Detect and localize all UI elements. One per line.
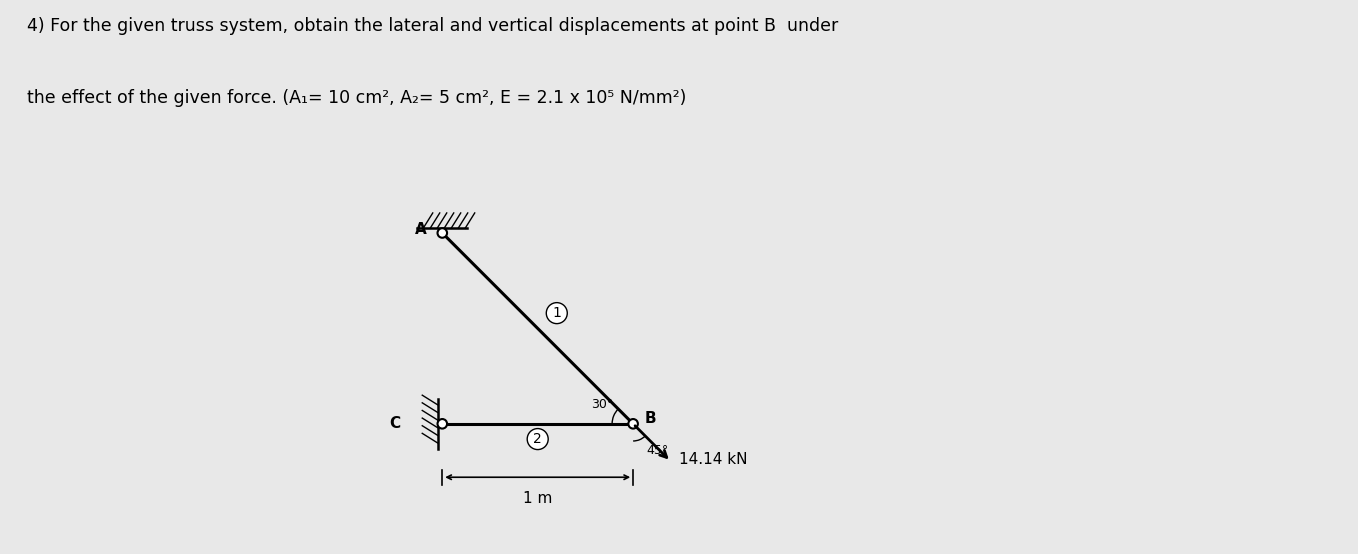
Circle shape	[437, 419, 447, 429]
Text: C: C	[390, 416, 401, 432]
Text: 4) For the given truss system, obtain the lateral and vertical displacements at : 4) For the given truss system, obtain th…	[27, 17, 838, 34]
Circle shape	[437, 228, 447, 238]
Text: 1 m: 1 m	[523, 491, 553, 506]
Text: 14.14 kN: 14.14 kN	[679, 452, 747, 467]
Text: B: B	[645, 411, 656, 425]
Circle shape	[527, 429, 549, 450]
Text: 1: 1	[553, 306, 561, 320]
Text: 30°: 30°	[592, 398, 614, 411]
Text: the effect of the given force. (A₁= 10 cm², A₂= 5 cm², E = 2.1 x 10⁵ N/mm²): the effect of the given force. (A₁= 10 c…	[27, 89, 687, 106]
Circle shape	[546, 302, 568, 324]
Text: 45°: 45°	[646, 444, 668, 457]
Circle shape	[629, 419, 638, 429]
Text: 2: 2	[534, 432, 542, 446]
Text: A: A	[416, 222, 426, 237]
